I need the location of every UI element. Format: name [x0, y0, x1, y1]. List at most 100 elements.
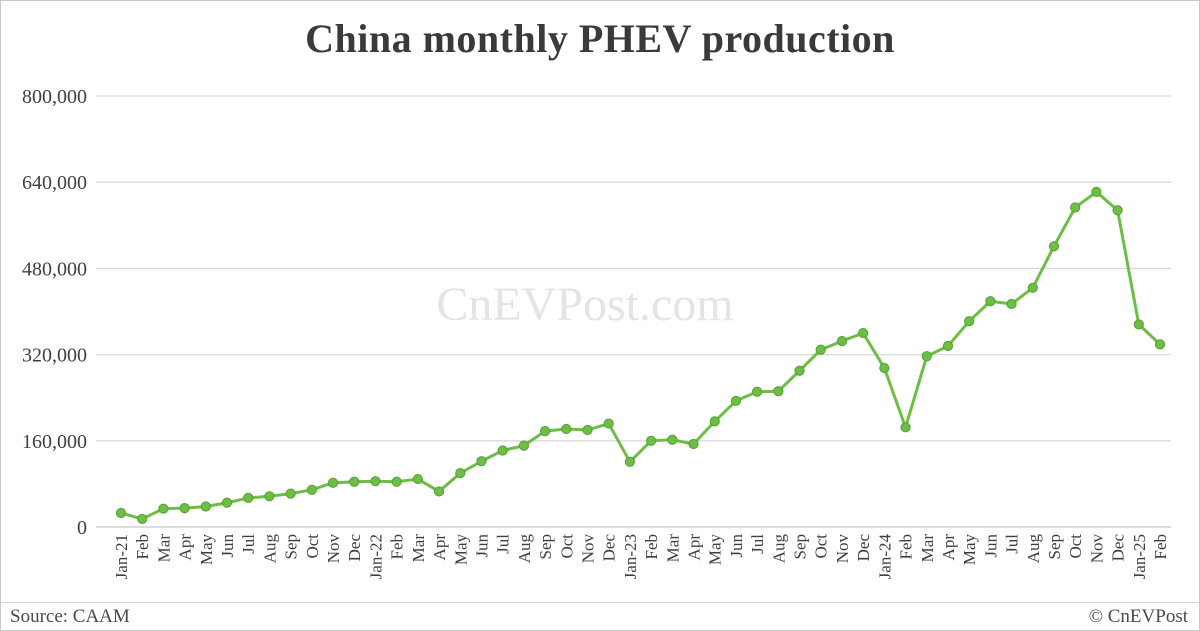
data-point-marker — [921, 351, 932, 362]
x-tick-label: Apr — [939, 534, 958, 561]
x-tick-label: Apr — [685, 534, 704, 561]
x-tick-label: Jul — [239, 534, 258, 554]
data-point-marker — [603, 418, 614, 429]
y-tick-label: 800,000 — [22, 86, 87, 108]
data-point-marker — [879, 362, 890, 374]
x-tick-label: Mar — [409, 534, 428, 563]
data-point-marker — [815, 344, 826, 355]
x-tick-label: Oct — [303, 534, 322, 559]
x-tick-label: Apr — [176, 534, 195, 561]
data-point-marker — [858, 327, 869, 339]
x-tick-label: Sep — [282, 534, 301, 560]
x-tick-label: May — [960, 534, 979, 566]
chart-title: China monthly PHEV production — [305, 16, 895, 61]
data-point-marker — [370, 476, 381, 487]
data-point-marker — [942, 340, 954, 352]
data-point-marker — [964, 316, 975, 327]
x-tick-label: Nov — [833, 534, 852, 564]
data-point-marker — [900, 422, 911, 433]
data-point-marker — [391, 476, 402, 487]
data-point-marker — [1027, 282, 1038, 293]
x-tick-label: Sep — [536, 534, 555, 560]
data-point-marker — [179, 503, 190, 514]
data-point-marker — [137, 513, 148, 525]
data-point-marker — [243, 492, 254, 504]
data-point-marker — [1006, 298, 1017, 310]
data-point-marker — [646, 435, 657, 446]
data-point-marker — [667, 434, 678, 445]
x-tick-label: Feb — [897, 534, 916, 560]
x-tick-label: Aug — [515, 534, 534, 564]
x-tick-label: May — [451, 534, 470, 566]
data-point-marker — [1154, 339, 1166, 350]
data-point-marker — [561, 423, 572, 435]
data-point-marker — [306, 484, 317, 495]
data-point-marker — [794, 365, 805, 376]
data-point-marker — [158, 503, 169, 514]
x-tick-label: Nov — [1087, 534, 1106, 564]
x-tick-label: Apr — [430, 534, 449, 561]
data-point-marker — [1048, 241, 1060, 252]
data-point-marker — [455, 468, 466, 479]
data-point-marker — [349, 476, 360, 487]
x-tick-label: May — [706, 534, 725, 566]
data-point-marker — [709, 416, 720, 427]
data-point-marker — [730, 395, 742, 407]
series-line — [119, 190, 1162, 521]
data-point-marker — [773, 386, 784, 397]
data-point-marker — [115, 507, 127, 519]
source-label: Source: CAAM — [10, 606, 130, 627]
data-point-marker — [1091, 186, 1102, 197]
x-tick-label: Dec — [1109, 534, 1128, 562]
data-point-marker — [688, 438, 699, 450]
data-point-marker — [985, 296, 996, 307]
x-tick-label: Mar — [663, 534, 682, 563]
x-tick-label: Jul — [494, 534, 513, 554]
data-point-marker — [200, 501, 211, 512]
y-tick-label: 320,000 — [22, 345, 87, 367]
data-point-marker — [264, 491, 275, 502]
data-point-marker — [497, 445, 508, 456]
y-tick-label: 640,000 — [22, 172, 87, 194]
x-tick-label: Jun — [218, 534, 237, 558]
x-tick-label: Feb — [133, 534, 152, 560]
x-tick-label: Sep — [791, 534, 810, 560]
data-point-marker — [1112, 205, 1123, 216]
x-tick-label: Dec — [854, 534, 873, 562]
x-tick-label: Jan-23 — [621, 534, 640, 579]
x-tick-label: Jun — [472, 534, 491, 558]
data-point-marker — [539, 426, 551, 437]
x-tick-label: Sep — [1045, 534, 1064, 560]
x-tick-label: Dec — [600, 534, 619, 562]
y-tick-label: 160,000 — [22, 431, 87, 453]
x-tick-label: Dec — [345, 534, 364, 562]
x-tick-label: May — [197, 534, 216, 566]
x-tick-label: Oct — [812, 534, 831, 559]
x-tick-label: Mar — [154, 534, 173, 563]
x-tick-label: Jul — [1003, 534, 1022, 554]
data-point-marker — [836, 336, 848, 347]
data-point-marker — [518, 440, 529, 451]
x-tick-label: Feb — [388, 534, 407, 560]
y-tick-label: 0 — [77, 517, 87, 539]
x-tick-label: Feb — [1151, 534, 1170, 560]
data-point-marker — [476, 456, 487, 467]
x-tick-label: Nov — [324, 534, 343, 564]
data-point-marker — [1070, 202, 1081, 213]
x-tick-label: Oct — [1066, 534, 1085, 559]
x-tick-label: Jun — [981, 534, 1000, 558]
x-tick-label: Oct — [557, 534, 576, 559]
x-tick-label: Jan-21 — [112, 534, 131, 579]
footer-divider — [1, 602, 1199, 603]
x-tick-label: Jun — [727, 534, 746, 558]
x-tick-label: Mar — [918, 534, 937, 563]
x-tick-label: Aug — [260, 534, 279, 564]
x-tick-label: Nov — [578, 534, 597, 564]
data-point-marker — [752, 386, 763, 397]
data-point-marker — [624, 456, 635, 467]
data-point-marker — [412, 473, 423, 485]
data-point-marker — [327, 477, 339, 488]
x-tick-label: Jan-25 — [1130, 534, 1149, 579]
data-point-marker — [582, 424, 593, 436]
